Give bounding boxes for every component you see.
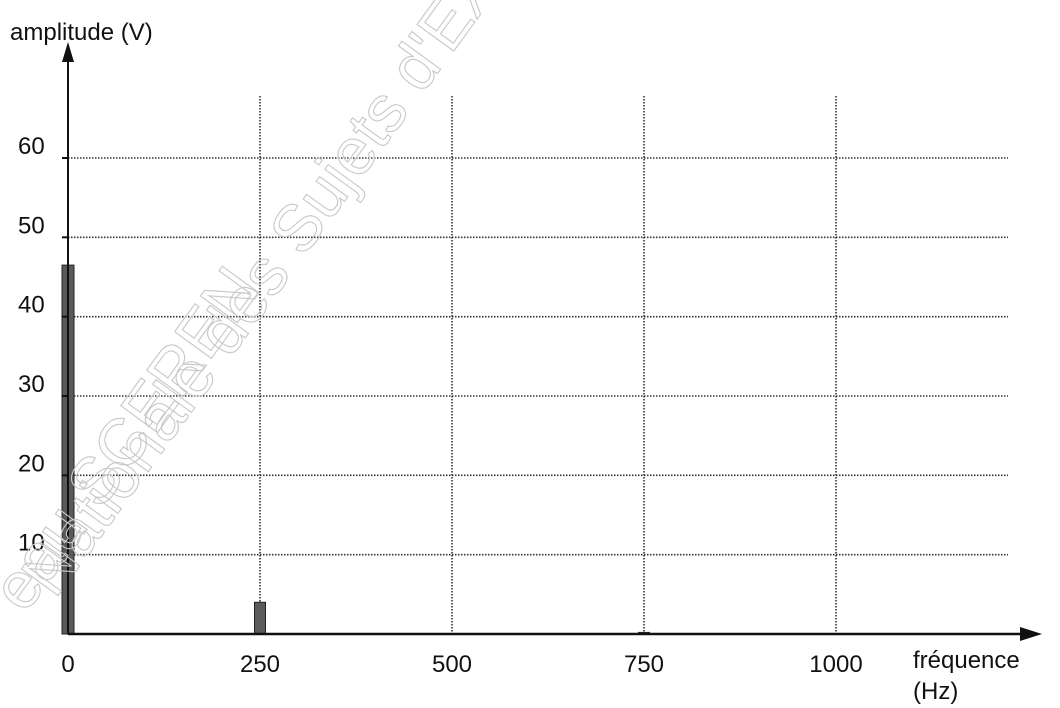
y-tick-label-30: 30 (18, 371, 45, 398)
y-tick-label-60: 60 (18, 133, 45, 160)
x-tick-label-0: 0 (61, 651, 74, 678)
x-tick-label-750: 750 (624, 651, 664, 678)
x-tick-label-1000: 1000 (809, 651, 862, 678)
x-axis-label-line1: fréquence (913, 647, 1020, 674)
y-tick-label-10: 10 (18, 530, 45, 557)
y-axis-arrow (62, 42, 74, 62)
bar-250 (254, 601, 266, 635)
y-tick-label-40: 40 (18, 292, 45, 319)
y-tick-label-20: 20 (18, 450, 45, 477)
y-axis-label: amplitude (V) (10, 19, 153, 46)
x-tick-label-500: 500 (432, 651, 472, 678)
watermark: Nationale des Sujets d'Exa eau SCEREN (0, 0, 529, 624)
tick-labels: 10 20 30 40 50 60 0 250 500 750 1000 (18, 133, 863, 678)
axes (62, 42, 1042, 641)
x-axis-arrow (1020, 627, 1042, 641)
y-tick-label-50: 50 (18, 212, 45, 239)
x-tick-label-250: 250 (240, 651, 280, 678)
grid (68, 96, 1008, 634)
x-axis-label-line2: (Hz) (913, 678, 958, 705)
